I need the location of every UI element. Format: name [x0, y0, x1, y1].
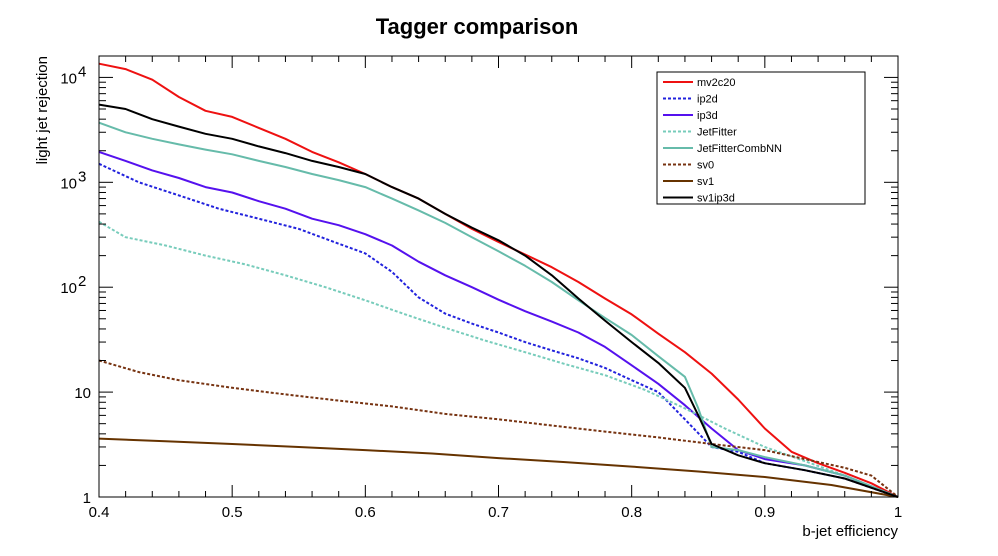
x-tick-label: 1 — [894, 504, 902, 521]
legend-label-sv0: sv0 — [697, 160, 714, 172]
x-tick-label: 0.8 — [621, 504, 642, 521]
legend-label-ip3d: ip3d — [697, 110, 718, 122]
y-tick-label: 10 — [60, 280, 77, 297]
legend-label-ip2d: ip2d — [697, 94, 718, 106]
y-tick-label: 10 — [60, 70, 77, 87]
y-tick-label: 10 — [74, 385, 91, 402]
series-line-sv1ip3d — [98, 103, 899, 498]
y-tick-exponent: 3 — [78, 168, 86, 185]
series-line-ip3d — [98, 150, 899, 498]
legend-label-mv2c20: mv2c20 — [697, 77, 736, 89]
legend: mv2c20 ip2d ip3d JetFitter JetFitterCombNN sv… — [656, 71, 866, 205]
x-tick-label: 0.4 — [89, 504, 110, 521]
x-tick-label: 0.9 — [754, 504, 775, 521]
y-tick-label: 1 — [83, 490, 91, 507]
chart-title: Tagger comparison — [376, 14, 579, 39]
y-axis-title: light jet rejection — [34, 56, 51, 164]
x-tick-label: 0.5 — [222, 504, 243, 521]
x-axis-title: b-jet efficiency — [802, 523, 898, 540]
plot-layer — [98, 62, 899, 498]
legend-box — [656, 71, 866, 205]
legend-label-jetfittercombnn: JetFitterCombNN — [697, 143, 782, 155]
y-tick-label: 10 — [60, 175, 77, 192]
legend-label-jetfitter: JetFitter — [697, 127, 737, 139]
series-line-mv2c20 — [98, 62, 899, 498]
legend-label-sv1ip3d: sv1ip3d — [697, 193, 735, 205]
legend-label-sv1: sv1 — [697, 176, 714, 188]
y-tick-exponent: 2 — [78, 273, 86, 290]
x-tick-label: 0.6 — [355, 504, 376, 521]
legend-items: mv2c20 ip2d ip3d JetFitter JetFitterCombNN sv… — [663, 77, 782, 205]
series-line-sv1 — [98, 437, 899, 498]
x-tick-label: 0.7 — [488, 504, 509, 521]
series-line-jetfitter — [98, 220, 899, 498]
series-line-sv0 — [98, 359, 899, 498]
series-line-ip2d — [98, 162, 899, 498]
series-line-jetfittercombnn — [98, 121, 899, 498]
y-tick-exponent: 4 — [78, 63, 86, 80]
